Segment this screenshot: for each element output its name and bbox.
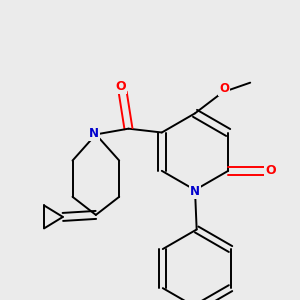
Text: N: N [190,185,200,198]
Text: O: O [116,80,126,93]
Text: O: O [219,82,229,95]
Text: O: O [265,164,276,177]
Text: N: N [89,127,99,140]
